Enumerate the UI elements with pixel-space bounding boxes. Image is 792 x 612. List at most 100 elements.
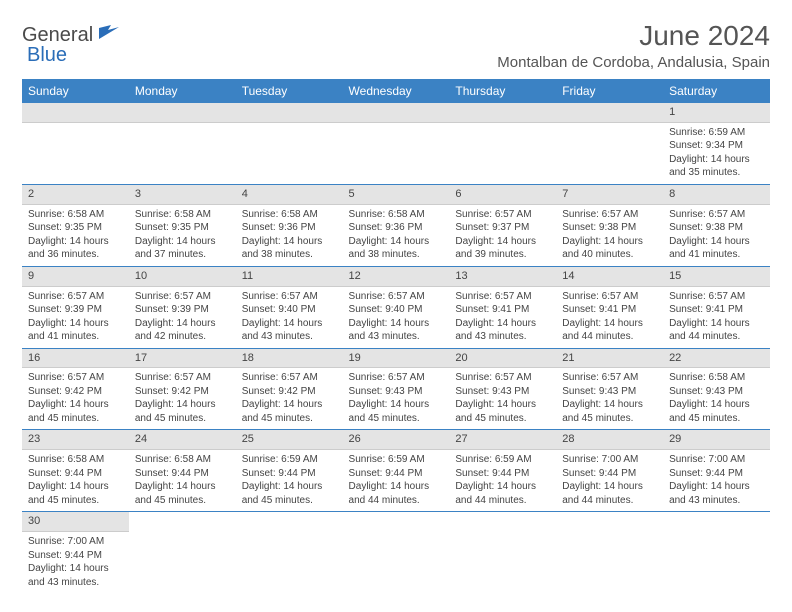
day-line-day1: Daylight: 14 hours <box>28 562 123 576</box>
day-line-day2: and 45 minutes. <box>562 412 657 426</box>
day-line-sunrise: Sunrise: 6:57 AM <box>28 371 123 385</box>
day-number: 23 <box>22 430 129 450</box>
day-number: 9 <box>22 267 129 287</box>
calendar-cell: 25Sunrise: 6:59 AMSunset: 9:44 PMDayligh… <box>236 430 343 512</box>
calendar-cell <box>343 512 450 593</box>
calendar-cell <box>556 512 663 593</box>
day-line-sunrise: Sunrise: 6:58 AM <box>669 371 764 385</box>
day-line-sunrise: Sunrise: 7:00 AM <box>28 535 123 549</box>
day-details: Sunrise: 6:58 AMSunset: 9:36 PMDaylight:… <box>236 205 343 266</box>
day-details: Sunrise: 6:57 AMSunset: 9:38 PMDaylight:… <box>556 205 663 266</box>
day-line-day2: and 45 minutes. <box>28 412 123 426</box>
calendar-cell: 9Sunrise: 6:57 AMSunset: 9:39 PMDaylight… <box>22 266 129 348</box>
day-line-day2: and 39 minutes. <box>455 248 550 262</box>
calendar-cell: 14Sunrise: 6:57 AMSunset: 9:41 PMDayligh… <box>556 266 663 348</box>
day-line-sunset: Sunset: 9:36 PM <box>242 221 337 235</box>
day-line-sunrise: Sunrise: 7:00 AM <box>562 453 657 467</box>
day-line-sunset: Sunset: 9:41 PM <box>455 303 550 317</box>
day-details: Sunrise: 6:57 AMSunset: 9:43 PMDaylight:… <box>556 368 663 429</box>
day-line-sunrise: Sunrise: 6:57 AM <box>669 290 764 304</box>
day-line-day2: and 44 minutes. <box>349 494 444 508</box>
day-line-day1: Daylight: 14 hours <box>455 317 550 331</box>
day-line-sunset: Sunset: 9:44 PM <box>28 549 123 563</box>
day-line-day2: and 43 minutes. <box>242 330 337 344</box>
day-details: Sunrise: 6:57 AMSunset: 9:37 PMDaylight:… <box>449 205 556 266</box>
day-line-sunrise: Sunrise: 6:57 AM <box>242 371 337 385</box>
day-number: 3 <box>129 185 236 205</box>
day-line-day2: and 37 minutes. <box>135 248 230 262</box>
day-line-sunset: Sunset: 9:41 PM <box>562 303 657 317</box>
day-line-day1: Daylight: 14 hours <box>135 235 230 249</box>
day-line-day1: Daylight: 14 hours <box>242 398 337 412</box>
day-line-sunrise: Sunrise: 6:57 AM <box>669 208 764 222</box>
day-line-sunset: Sunset: 9:38 PM <box>669 221 764 235</box>
day-number: 22 <box>663 349 770 369</box>
day-line-sunset: Sunset: 9:44 PM <box>28 467 123 481</box>
day-line-day2: and 35 minutes. <box>669 166 764 180</box>
day-line-sunset: Sunset: 9:40 PM <box>349 303 444 317</box>
day-details: Sunrise: 6:58 AMSunset: 9:44 PMDaylight:… <box>129 450 236 511</box>
day-line-day1: Daylight: 14 hours <box>349 480 444 494</box>
day-details: Sunrise: 6:58 AMSunset: 9:43 PMDaylight:… <box>663 368 770 429</box>
calendar-cell: 24Sunrise: 6:58 AMSunset: 9:44 PMDayligh… <box>129 430 236 512</box>
day-line-day2: and 44 minutes. <box>562 330 657 344</box>
day-line-day1: Daylight: 14 hours <box>28 480 123 494</box>
day-line-sunset: Sunset: 9:44 PM <box>135 467 230 481</box>
day-line-sunset: Sunset: 9:41 PM <box>669 303 764 317</box>
day-number: 28 <box>556 430 663 450</box>
day-line-sunrise: Sunrise: 6:59 AM <box>349 453 444 467</box>
day-line-day1: Daylight: 14 hours <box>455 235 550 249</box>
day-line-day1: Daylight: 14 hours <box>455 398 550 412</box>
day-line-day1: Daylight: 14 hours <box>562 235 657 249</box>
day-number: 13 <box>449 267 556 287</box>
day-details: Sunrise: 6:58 AMSunset: 9:35 PMDaylight:… <box>22 205 129 266</box>
day-details: Sunrise: 6:57 AMSunset: 9:42 PMDaylight:… <box>22 368 129 429</box>
calendar-cell: 2Sunrise: 6:58 AMSunset: 9:35 PMDaylight… <box>22 184 129 266</box>
day-line-day2: and 45 minutes. <box>242 494 337 508</box>
calendar-cell: 13Sunrise: 6:57 AMSunset: 9:41 PMDayligh… <box>449 266 556 348</box>
day-line-day1: Daylight: 14 hours <box>28 398 123 412</box>
calendar-cell <box>449 103 556 184</box>
brand-part2-wrap: Blue <box>27 44 67 67</box>
day-line-day1: Daylight: 14 hours <box>135 317 230 331</box>
day-line-sunrise: Sunrise: 6:58 AM <box>135 208 230 222</box>
day-number: 19 <box>343 349 450 369</box>
day-line-sunset: Sunset: 9:44 PM <box>242 467 337 481</box>
day-details: Sunrise: 6:58 AMSunset: 9:36 PMDaylight:… <box>343 205 450 266</box>
day-details: Sunrise: 6:57 AMSunset: 9:40 PMDaylight:… <box>236 287 343 348</box>
day-details: Sunrise: 6:57 AMSunset: 9:42 PMDaylight:… <box>129 368 236 429</box>
day-line-day2: and 36 minutes. <box>28 248 123 262</box>
day-line-day2: and 43 minutes. <box>455 330 550 344</box>
day-line-sunrise: Sunrise: 6:59 AM <box>455 453 550 467</box>
calendar-cell <box>129 103 236 184</box>
day-line-sunset: Sunset: 9:34 PM <box>669 139 764 153</box>
day-line-day1: Daylight: 14 hours <box>349 398 444 412</box>
day-line-day2: and 44 minutes. <box>455 494 550 508</box>
day-number: 8 <box>663 185 770 205</box>
day-details: Sunrise: 6:57 AMSunset: 9:43 PMDaylight:… <box>343 368 450 429</box>
day-line-day1: Daylight: 14 hours <box>562 480 657 494</box>
day-line-sunrise: Sunrise: 6:59 AM <box>242 453 337 467</box>
day-line-sunset: Sunset: 9:39 PM <box>28 303 123 317</box>
day-line-sunset: Sunset: 9:43 PM <box>455 385 550 399</box>
calendar-cell <box>343 103 450 184</box>
weekday-header: Monday <box>129 79 236 103</box>
day-line-day2: and 44 minutes. <box>669 330 764 344</box>
day-line-sunrise: Sunrise: 6:57 AM <box>455 208 550 222</box>
day-number: 29 <box>663 430 770 450</box>
day-line-day2: and 43 minutes. <box>349 330 444 344</box>
calendar-cell: 16Sunrise: 6:57 AMSunset: 9:42 PMDayligh… <box>22 348 129 430</box>
calendar-cell: 3Sunrise: 6:58 AMSunset: 9:35 PMDaylight… <box>129 184 236 266</box>
day-number: 20 <box>449 349 556 369</box>
day-number: 25 <box>236 430 343 450</box>
day-line-day1: Daylight: 14 hours <box>669 153 764 167</box>
month-title: June 2024 <box>497 20 770 52</box>
day-line-sunrise: Sunrise: 6:57 AM <box>28 290 123 304</box>
weekday-header: Tuesday <box>236 79 343 103</box>
day-line-sunrise: Sunrise: 7:00 AM <box>669 453 764 467</box>
day-details: Sunrise: 7:00 AMSunset: 9:44 PMDaylight:… <box>22 532 129 593</box>
weekday-header: Sunday <box>22 79 129 103</box>
flag-icon <box>99 25 121 46</box>
brand-part2: Blue <box>27 44 67 66</box>
weekday-header: Friday <box>556 79 663 103</box>
